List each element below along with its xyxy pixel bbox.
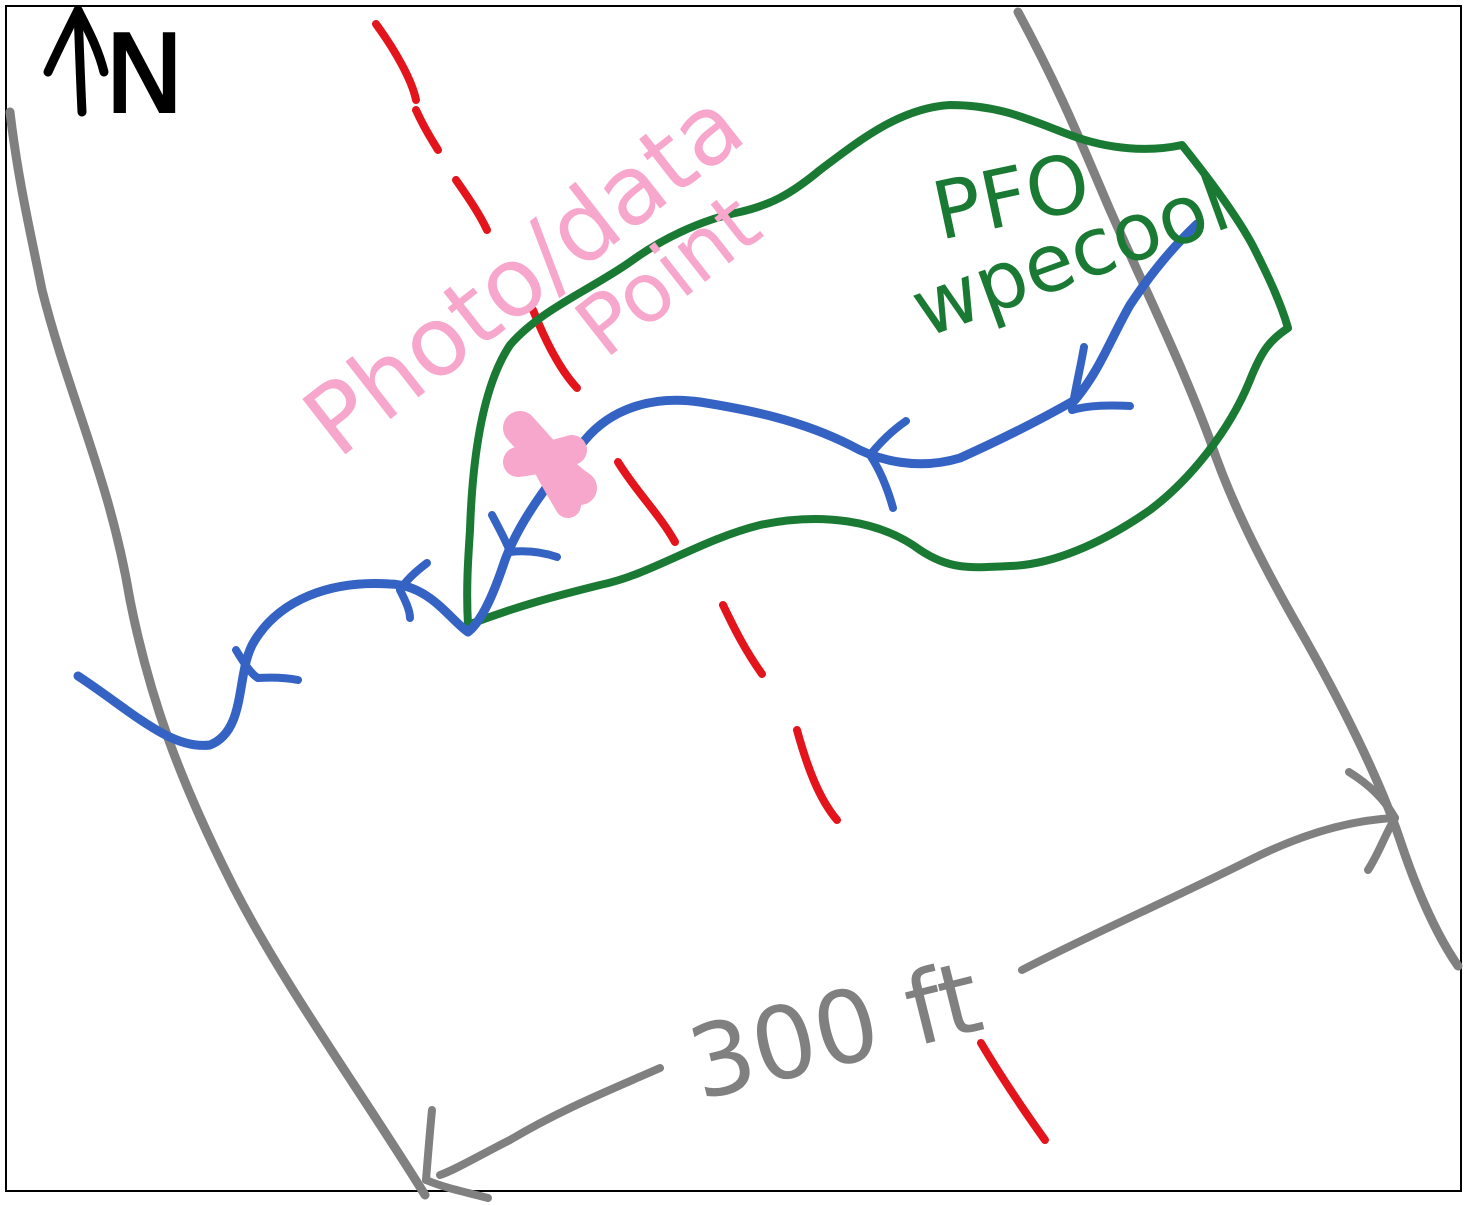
photo-point-marker-icon — [503, 411, 597, 518]
stream-channel — [73, 219, 1202, 750]
pfo-wetland-boundary — [463, 101, 1292, 629]
flow-arrow-icon — [232, 343, 1134, 684]
road-edge-left — [5, 107, 430, 1200]
distance-label: 300 ft — [678, 938, 993, 1123]
distance-dimension — [422, 768, 1399, 1202]
map-border — [5, 5, 1462, 1192]
north-label: N — [104, 13, 185, 138]
road-edge-right — [1013, 7, 1463, 971]
north-arrow-icon — [43, 5, 109, 117]
